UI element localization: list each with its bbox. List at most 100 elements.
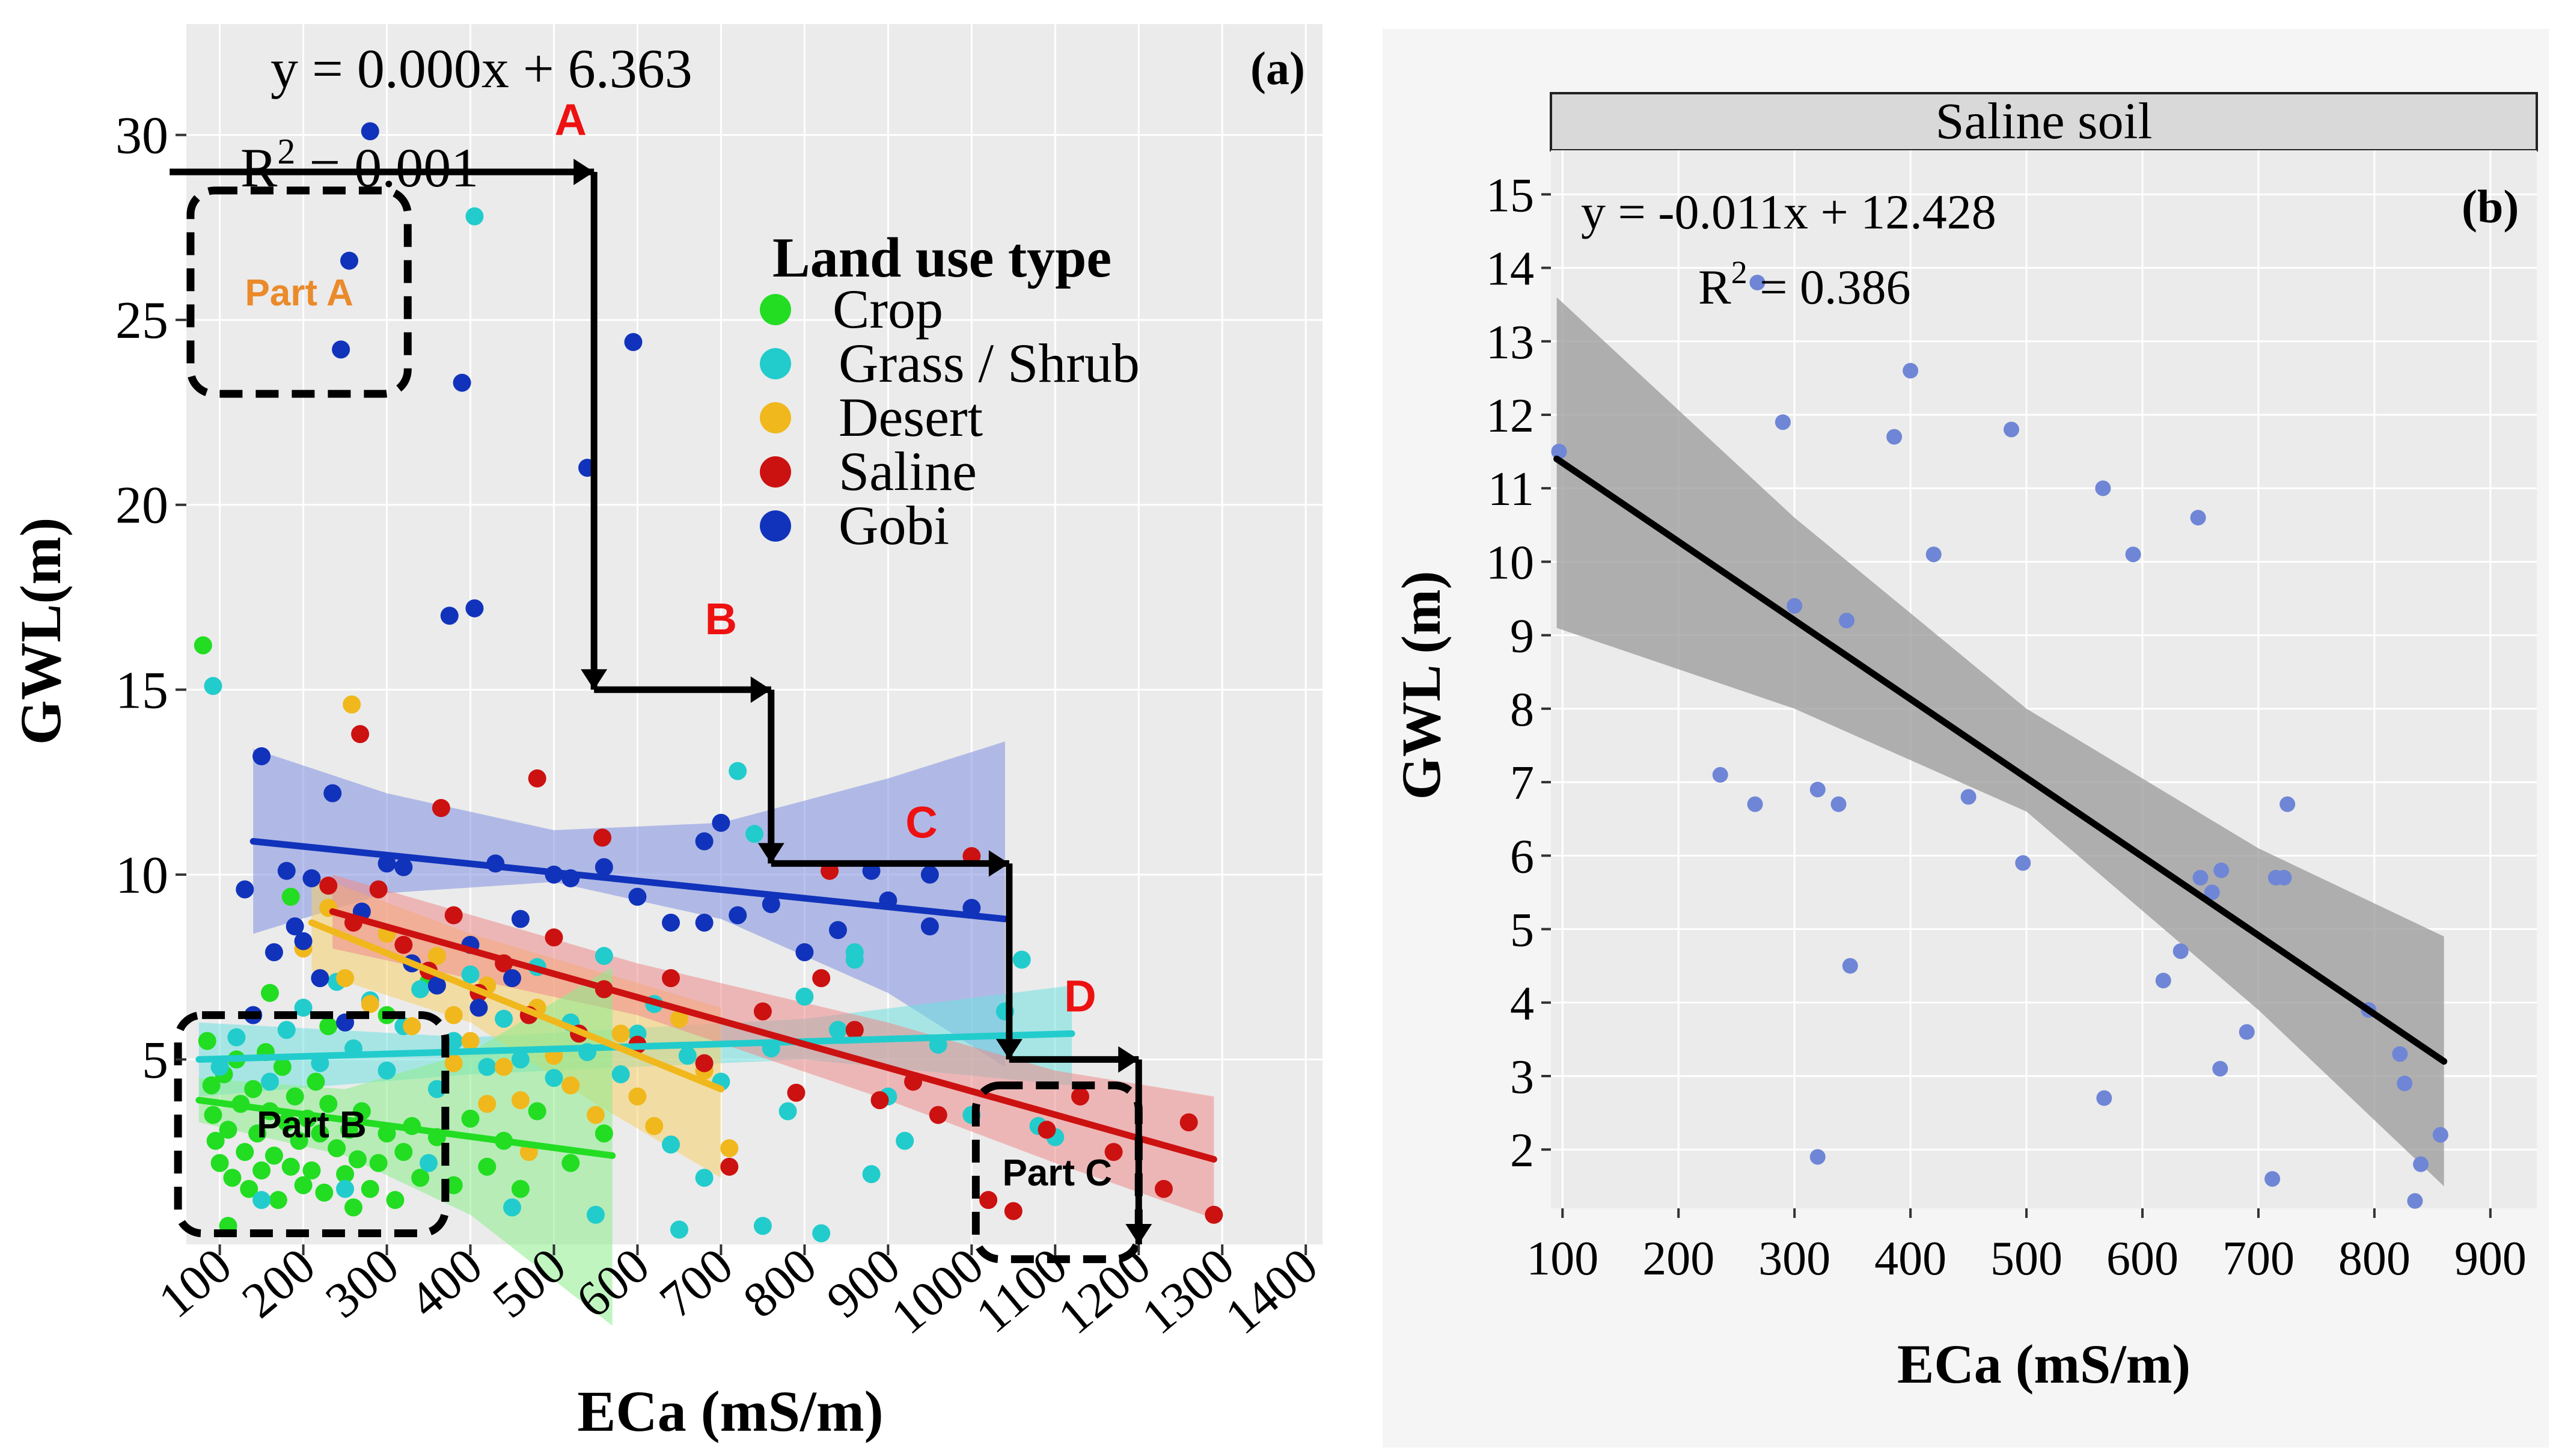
panel-a-equation: y = 0.000x + 6.363	[271, 38, 693, 99]
data-point-grass-shrub	[795, 987, 814, 1006]
data-point-saline	[1104, 1143, 1123, 1161]
panel-a-staircase	[170, 159, 1152, 1244]
data-point-saline	[2125, 546, 2141, 563]
data-point-crop	[315, 1183, 334, 1202]
y-tick-label: 8	[1510, 684, 1534, 736]
data-point-grass-shrub	[252, 1191, 271, 1210]
data-point-saline	[2015, 855, 2031, 871]
panel-a-legend: Land use type Crop Grass / Shrub Desert …	[760, 227, 1140, 556]
data-point-crop	[340, 1121, 358, 1139]
data-point-gobi	[729, 906, 747, 925]
data-point-desert	[495, 1057, 513, 1076]
data-point-gobi	[302, 869, 321, 887]
data-point-desert	[720, 1139, 739, 1158]
data-point-grass-shrub	[1012, 950, 1031, 969]
data-point-crop	[210, 1154, 229, 1172]
data-point-crop	[386, 1191, 405, 1210]
data-point-gobi	[469, 999, 488, 1017]
data-point-saline	[593, 828, 612, 847]
data-point-gobi	[453, 373, 471, 392]
panel-b-ticks: 2 3 4 5 6 7 8 9 10 11 12 13 14 15 100 200 300 400 500 600 70…	[1486, 169, 2527, 1285]
data-point-crop	[273, 1057, 292, 1076]
data-point-gobi	[361, 122, 379, 141]
data-point-desert	[478, 1095, 497, 1113]
data-point-crop	[394, 1143, 413, 1161]
panel-b-strip-title: Saline soil	[1936, 92, 2153, 150]
staircase-arrowhead	[988, 850, 1009, 877]
panel-a-annotations: A B C D	[555, 95, 1096, 1021]
data-point-saline	[1179, 1113, 1198, 1131]
data-point-saline	[1747, 796, 1763, 812]
data-point-grass-shrub	[461, 965, 480, 983]
data-point-saline	[812, 969, 831, 988]
data-point-gobi	[236, 880, 254, 899]
data-point-desert	[670, 1009, 688, 1028]
data-point-crop	[478, 1157, 497, 1176]
confidence-band-gobi	[253, 741, 1005, 1067]
data-point-crop	[240, 1179, 258, 1198]
data-point-saline	[1925, 546, 1942, 563]
x-tick-label: 700	[649, 1237, 743, 1329]
data-point-gobi	[920, 917, 939, 935]
data-point-gobi	[427, 976, 446, 995]
data-point-desert	[336, 969, 355, 988]
data-point-gobi	[277, 861, 296, 880]
data-point-desert	[461, 1032, 480, 1050]
legend-swatch-crop	[760, 294, 791, 325]
data-point-saline	[695, 1054, 714, 1072]
x-tick-label: 300	[315, 1237, 409, 1329]
data-point-grass-shrub	[812, 1224, 831, 1243]
data-point-saline	[2276, 870, 2292, 886]
y-tick-label: 3	[1510, 1051, 1534, 1104]
data-point-saline	[1775, 414, 1791, 430]
y-tick-label: 25	[115, 292, 168, 350]
panel-b-fit-line	[1553, 455, 2448, 1065]
data-point-crop	[348, 1150, 367, 1169]
data-point-saline	[394, 935, 413, 954]
data-point-saline	[444, 906, 463, 925]
data-point-saline	[2204, 884, 2220, 901]
data-point-grass-shrub	[495, 1009, 513, 1028]
part-box-part-c	[971, 1081, 1143, 1264]
data-point-crop	[369, 1154, 388, 1172]
data-point-saline	[2190, 510, 2206, 526]
data-point-crop	[223, 1169, 242, 1187]
legend-swatch-saline	[760, 456, 791, 488]
data-point-saline	[753, 1002, 772, 1021]
data-point-gobi	[828, 921, 847, 940]
data-point-crop	[281, 1157, 300, 1176]
panel-a-label: (a)	[1250, 42, 1305, 94]
data-point-gobi	[795, 943, 814, 962]
x-tick-label: 200	[1642, 1232, 1714, 1285]
panel-a-r-squared: R2 = 0.001	[240, 132, 479, 198]
panel-b-strip	[1550, 92, 2538, 151]
x-tick-label: 800	[2338, 1232, 2411, 1285]
x-tick-label: 900	[2454, 1232, 2527, 1285]
x-tick-label: 800	[733, 1237, 827, 1329]
data-point-saline	[2407, 1193, 2423, 1209]
y-tick-label: 15	[115, 661, 168, 720]
data-point-crop	[561, 1154, 580, 1172]
data-point-desert	[444, 1006, 463, 1024]
data-point-crop	[302, 1161, 321, 1179]
step-label-b: B	[705, 594, 737, 644]
data-point-grass-shrub	[753, 1217, 772, 1235]
data-point-grass-shrub	[611, 1065, 630, 1084]
data-point-grass-shrub	[662, 1135, 680, 1154]
data-point-gobi	[695, 832, 714, 851]
fit-line-gobi	[249, 837, 1009, 923]
staircase-arrowhead	[573, 159, 595, 186]
data-point-crop	[319, 1095, 338, 1113]
x-tick-label: 300	[1758, 1232, 1830, 1285]
staircase-arrowhead	[1125, 1224, 1152, 1244]
data-point-crop	[319, 1017, 338, 1036]
data-point-crop	[290, 1131, 308, 1150]
data-point-saline	[2172, 943, 2189, 959]
y-tick-label: 14	[1486, 243, 1534, 296]
data-point-saline	[1071, 1087, 1089, 1106]
y-tick-label: 2	[1510, 1124, 1534, 1177]
panel-a-fit-lines	[195, 837, 1217, 1163]
data-point-crop	[206, 1131, 225, 1150]
data-point-crop	[361, 1179, 379, 1198]
y-tick-label: 30	[115, 107, 168, 165]
